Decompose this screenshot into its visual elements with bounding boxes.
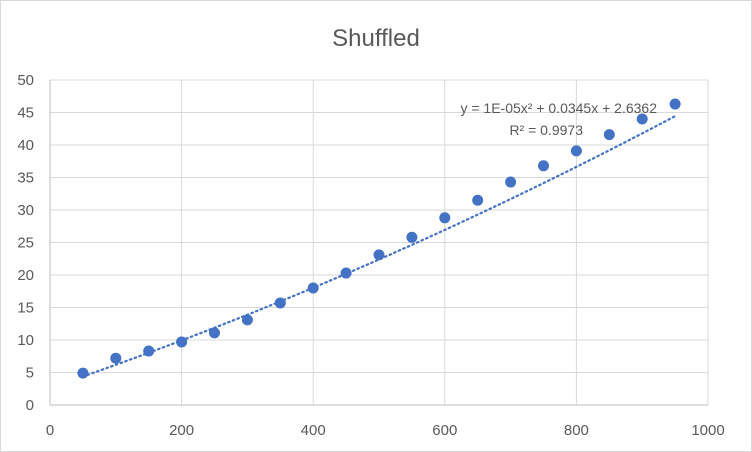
data-point: [77, 367, 89, 379]
y-tick-label: 5: [26, 365, 34, 382]
trendline-equation: y = 1E-05x² + 0.0345x + 2.6362: [460, 100, 657, 116]
y-tick-label: 25: [17, 235, 34, 252]
x-tick-label: 400: [301, 422, 326, 439]
gridlines: [50, 79, 709, 405]
data-point: [340, 267, 352, 279]
data-point: [538, 160, 549, 172]
chart-title: Shuffled: [332, 25, 420, 52]
x-tick-label: 600: [432, 422, 457, 439]
data-point: [505, 176, 517, 188]
y-tick-label: 30: [17, 202, 34, 219]
y-tick-label: 50: [17, 72, 34, 89]
data-point: [570, 145, 582, 157]
data-point: [406, 231, 418, 243]
trendline-r2: R² = 0.9973: [509, 122, 583, 138]
data-point: [603, 129, 615, 141]
x-tick-label: 200: [169, 422, 194, 439]
data-point: [274, 297, 286, 309]
data-point: [176, 336, 188, 348]
y-tick-label: 0: [26, 397, 34, 414]
trendline-group: [81, 115, 677, 378]
data-point: [439, 212, 451, 224]
data-point: [373, 249, 385, 261]
y-tick-label: 35: [17, 170, 34, 187]
y-tick-label: 10: [17, 332, 34, 349]
data-point: [636, 113, 648, 125]
data-point: [143, 345, 155, 357]
x-tick-label: 0: [46, 422, 54, 439]
y-tick-label: 20: [17, 267, 34, 284]
data-point: [209, 327, 220, 339]
x-tick-label: 800: [564, 422, 589, 439]
y-tick-label: 15: [17, 300, 34, 317]
data-point: [307, 282, 319, 294]
data-point: [472, 194, 484, 206]
x-tick-label: 1000: [691, 422, 724, 439]
y-tick-label: 45: [17, 105, 34, 122]
trendline: [81, 115, 677, 378]
data-point: [669, 98, 681, 110]
data-point: [241, 314, 253, 326]
data-point: [110, 352, 122, 364]
data-points: [77, 98, 681, 379]
y-tick-label: 40: [17, 137, 34, 154]
axes: 0 5 10 15 20 25 30 35 40 45 50 0 200 400 600 800 1000: [17, 72, 724, 439]
